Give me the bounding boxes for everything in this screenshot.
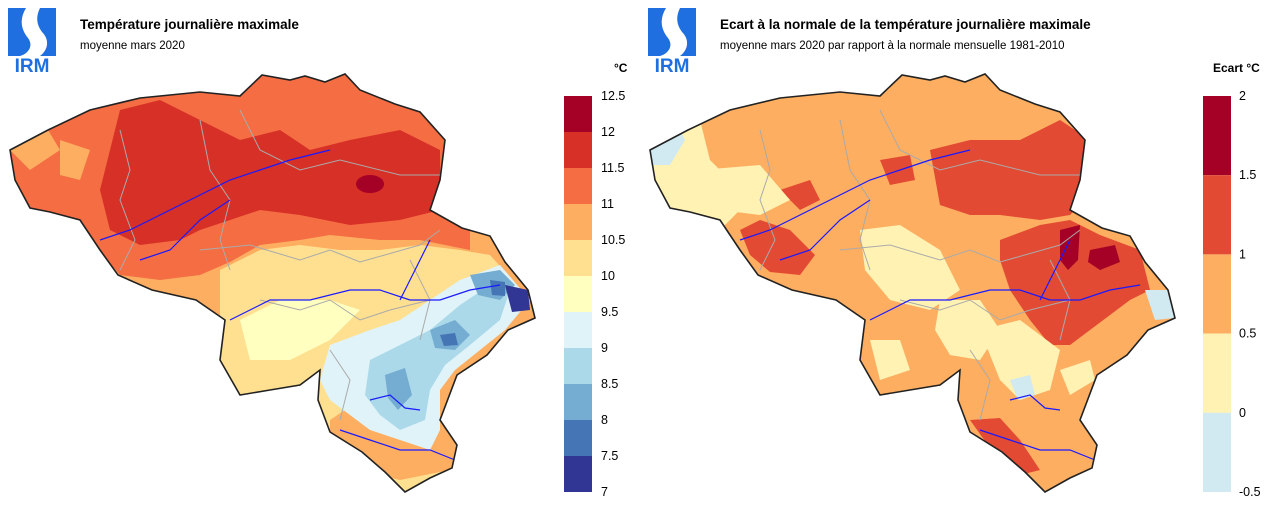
legend-unit-label: Ecart °C: [1213, 61, 1260, 75]
legend-tick-label: 10: [601, 269, 615, 283]
map-title: Température journalière maximale: [80, 17, 299, 32]
legend-tick-label: 11: [601, 197, 614, 211]
legend-tick-label: 7: [601, 485, 608, 499]
map-subtitle: moyenne mars 2020 par rapport à la norma…: [720, 40, 1065, 52]
legend-tick-label: 7.5: [601, 449, 618, 463]
legend-unit-label: °C: [614, 61, 628, 75]
legend-swatch: [564, 456, 592, 492]
legend-tick-label: 0: [1239, 406, 1246, 420]
legend-swatch: [1203, 412, 1231, 492]
legend-tick-label: 9.5: [601, 305, 618, 319]
legend-swatch: [564, 132, 592, 168]
legend-tick-label: 8.5: [601, 377, 618, 391]
svg-text:IRM: IRM: [15, 56, 50, 74]
legend-swatch: [1203, 333, 1231, 413]
temperature-legend: 12.5 12 11.5 11 10.5 10 9.5 9 8.5 8 7.5 7: [564, 89, 625, 499]
map-subtitle: moyenne mars 2020: [80, 40, 185, 52]
legend-tick-label: -0.5: [1239, 485, 1261, 499]
legend-tick-label: 2: [1239, 89, 1246, 103]
legend-tick-label: 1.5: [1239, 168, 1256, 182]
irm-logo: IRM: [648, 8, 696, 74]
legend-tick-label: 9: [601, 341, 608, 355]
legend-swatch: [564, 168, 592, 204]
legend-swatch: [564, 204, 592, 240]
legend-swatch: [564, 96, 592, 132]
belgium-tmax-map: [9, 73, 536, 493]
legend-tick-label: 10.5: [601, 233, 625, 247]
legend-swatch: [1203, 175, 1231, 255]
legend-swatch: [1203, 254, 1231, 334]
legend-swatch: [564, 348, 592, 384]
map-title: Ecart à la normale de la température jou…: [720, 17, 1091, 32]
anomaly-legend: 2 1.5 1 0.5 0 -0.5: [1203, 89, 1261, 499]
legend-tick-label: 12.5: [601, 89, 625, 103]
belgium-anomaly-map: [649, 73, 1176, 493]
legend-swatch: [564, 384, 592, 420]
legend-tick-label: 12: [601, 125, 615, 139]
panel-anomaly: IRM Ecart à la normale de la température…: [640, 0, 1280, 507]
legend-tick-label: 1: [1239, 247, 1246, 261]
legend-tick-label: 0.5: [1239, 327, 1256, 341]
legend-swatch: [1203, 96, 1231, 176]
irm-logo: IRM: [8, 8, 56, 74]
panel-tmax: IRM Température journalière maximale moy…: [8, 8, 628, 499]
legend-swatch: [564, 276, 592, 312]
legend-swatch: [564, 312, 592, 348]
legend-swatch: [564, 420, 592, 456]
legend-tick-label: 8: [601, 413, 608, 427]
svg-text:IRM: IRM: [655, 56, 690, 74]
legend-tick-label: 11.5: [601, 161, 624, 175]
legend-swatch: [564, 240, 592, 276]
